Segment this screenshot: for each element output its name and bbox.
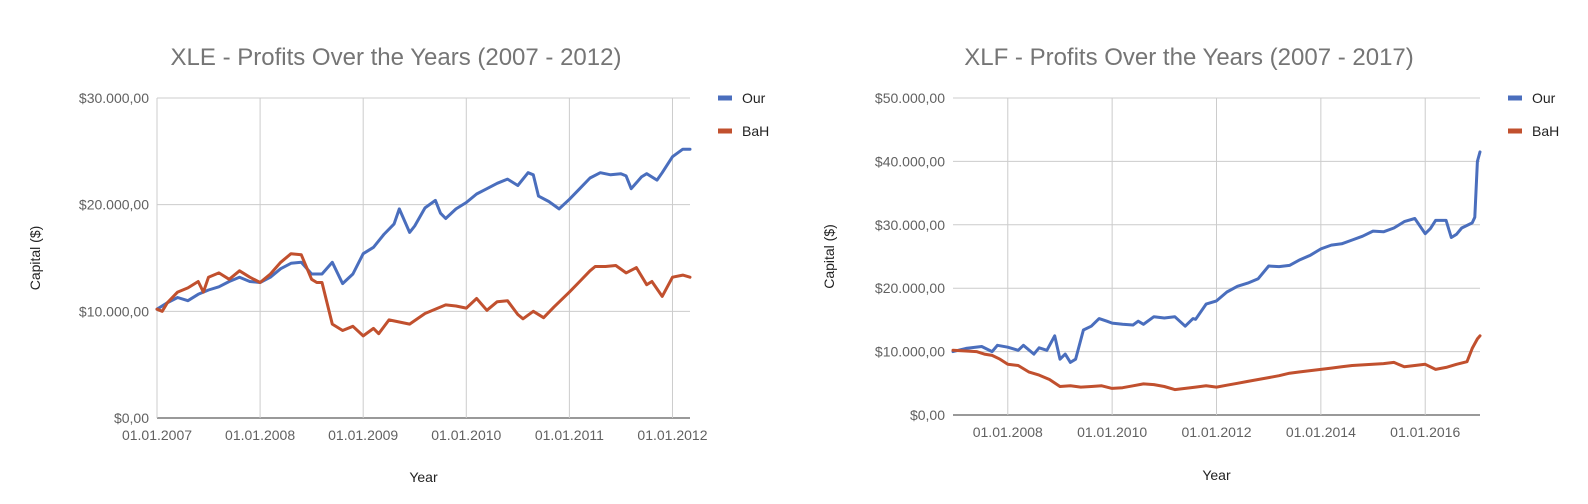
x-tick-label: 01.01.2011 xyxy=(535,427,604,443)
y-tick-label: $20.000,00 xyxy=(79,197,149,213)
legend-label-bah: BaH xyxy=(1532,123,1559,139)
x-tick-label: 01.01.2012 xyxy=(1181,424,1251,440)
x-axis-title: Year xyxy=(409,469,438,485)
x-tick-label: 01.01.2010 xyxy=(431,427,501,443)
y-tick-label: $10.000,00 xyxy=(875,344,945,360)
x-tick-label: 01.01.2009 xyxy=(328,427,398,443)
x-tick-label: 01.01.2016 xyxy=(1390,424,1460,440)
legend-label-bah: BaH xyxy=(742,123,769,139)
series-line-bah xyxy=(155,252,692,338)
y-tick-label: $10.000,00 xyxy=(79,303,149,319)
y-tick-label: $20.000,00 xyxy=(875,280,945,296)
chart-2: XLF - Profits Over the Years (2007 - 201… xyxy=(821,44,1559,483)
series-line-our xyxy=(155,147,692,311)
y-axis-title: Capital ($) xyxy=(821,224,837,289)
x-tick-label: 01.01.2008 xyxy=(973,424,1043,440)
y-tick-label: $0,00 xyxy=(114,410,149,426)
chart-title: XLF - Profits Over the Years (2007 - 201… xyxy=(964,44,1414,71)
x-tick-label: 01.01.2014 xyxy=(1286,424,1356,440)
legend-label-our: Our xyxy=(1532,90,1556,106)
x-tick-label: 01.01.2007 xyxy=(122,427,192,443)
chart-1: XLE - Profits Over the Years (2007 - 201… xyxy=(27,44,769,485)
chart-title: XLE - Profits Over the Years (2007 - 201… xyxy=(171,44,622,71)
series-line-bah xyxy=(951,334,1482,392)
x-axis-title: Year xyxy=(1202,467,1231,483)
series-line-our xyxy=(951,150,1482,364)
x-tick-label: 01.01.2012 xyxy=(637,427,707,443)
legend-label-our: Our xyxy=(742,90,766,106)
x-tick-label: 01.01.2008 xyxy=(225,427,295,443)
x-tick-label: 01.01.2010 xyxy=(1077,424,1147,440)
y-tick-label: $0,00 xyxy=(910,407,945,423)
y-axis-title: Capital ($) xyxy=(27,226,43,291)
y-tick-label: $40.000,00 xyxy=(875,153,945,169)
y-tick-label: $50.000,00 xyxy=(875,90,945,106)
y-tick-label: $30.000,00 xyxy=(875,217,945,233)
y-tick-label: $30.000,00 xyxy=(79,90,149,106)
